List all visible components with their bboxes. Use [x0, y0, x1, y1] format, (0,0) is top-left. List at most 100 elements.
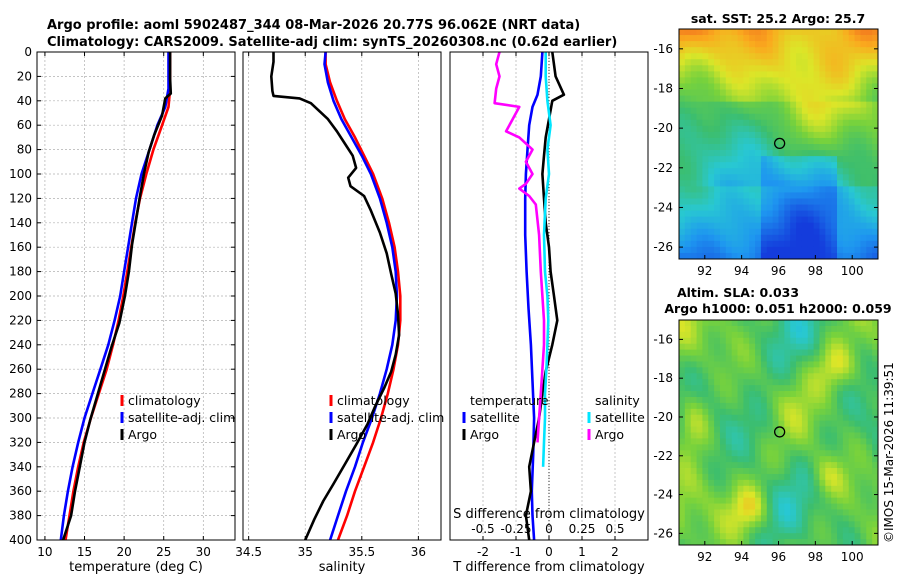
map-cell: [755, 503, 762, 510]
map-cell: [760, 349, 768, 356]
map-cell: [766, 35, 774, 42]
map-cell: [679, 29, 686, 36]
map-cell: [690, 29, 697, 36]
map-cell: [801, 539, 809, 546]
map-cell: [755, 444, 762, 451]
map-cell: [772, 491, 779, 499]
map-cell: [790, 77, 797, 84]
map-cell: [690, 444, 697, 451]
map-cell: [690, 59, 697, 66]
map-cell: [714, 65, 721, 72]
map-cell: [784, 174, 791, 181]
map-cell: [807, 71, 815, 78]
map-cell: [854, 373, 861, 380]
map-cell: [690, 180, 697, 187]
map-cell: [825, 198, 832, 205]
map-cell: [854, 355, 861, 362]
map-cell: [702, 162, 709, 169]
map-cell: [690, 252, 697, 260]
map-cell: [725, 444, 733, 451]
map-cell: [772, 131, 779, 139]
map-cell: [731, 65, 738, 72]
map-cell: [784, 89, 791, 96]
map-cell: [807, 343, 815, 350]
map-cell: [784, 533, 791, 540]
map-cell: [749, 491, 756, 499]
map-cell: [696, 349, 703, 356]
map-cell: [684, 240, 692, 248]
map-cell: [708, 402, 715, 410]
map-cell: [714, 186, 721, 193]
map-cell: [696, 113, 703, 121]
map-cell: [731, 246, 738, 254]
map-cell: [708, 325, 715, 333]
map-cell: [766, 456, 774, 463]
map-cell: [708, 198, 715, 205]
map-cell: [825, 509, 832, 516]
map-cell: [714, 216, 721, 224]
map-cell: [719, 168, 727, 175]
map-cell: [813, 491, 820, 499]
map-cell: [801, 89, 809, 96]
map-cell: [708, 379, 715, 386]
map-cell: [766, 246, 774, 254]
map-cell: [813, 473, 820, 481]
map-cell: [679, 228, 686, 236]
map-cell: [679, 438, 686, 445]
map-cell: [854, 35, 861, 42]
map-cell: [813, 29, 820, 36]
map-cell: [819, 71, 826, 78]
map-cell: [854, 246, 861, 254]
map-cell: [819, 462, 826, 469]
map-cell: [743, 391, 750, 398]
map-cell: [737, 367, 744, 374]
map-cell: [743, 485, 750, 493]
map-cell: [755, 210, 762, 218]
map-cell: [837, 41, 844, 48]
map-cell: [813, 503, 820, 510]
map-cell: [679, 408, 686, 416]
map-cell: [866, 222, 873, 230]
map-cell: [842, 331, 850, 339]
map-cell: [743, 119, 750, 127]
map-cell: [760, 450, 768, 457]
map-cell: [696, 240, 703, 248]
map-cell: [690, 456, 697, 463]
map-cell: [842, 533, 850, 540]
map-cell: [690, 385, 697, 392]
map-cell: [743, 521, 750, 528]
map-cell: [796, 174, 803, 181]
map-cell: [772, 325, 779, 333]
map-cell: [860, 119, 867, 127]
sst-map-title: sat. SST: 25.2 Argo: 25.7: [691, 11, 865, 26]
map-cell: [755, 125, 762, 133]
map-cell: [842, 432, 850, 439]
map-cell: [796, 137, 803, 145]
map-cell: [784, 456, 791, 463]
y-tick-label: 360: [9, 484, 32, 498]
map-cell: [778, 222, 785, 230]
map-cell: [684, 414, 692, 422]
map-cell: [796, 119, 803, 127]
map-cell: [790, 485, 797, 493]
map-cell: [796, 35, 803, 42]
figure-title-line2: Climatology: CARS2009. Satellite-adj cli…: [47, 35, 617, 50]
map-cell: [860, 192, 867, 199]
map-cell: [813, 252, 820, 260]
map-cell: [848, 325, 855, 333]
y-tick-label: 20: [17, 69, 32, 83]
map-cell: [860, 367, 867, 374]
map-cell: [866, 77, 873, 84]
map-cell: [837, 95, 844, 103]
map-cell: [719, 396, 727, 404]
map-cell: [749, 367, 756, 374]
map-cell: [679, 198, 686, 205]
map-cell: [719, 216, 727, 224]
map-cell: [772, 234, 779, 242]
map-cell: [719, 420, 727, 427]
map-cell: [854, 77, 861, 84]
map-cell: [842, 204, 850, 211]
map-cell: [848, 432, 855, 439]
y-tick-label: 300: [9, 411, 32, 425]
map-cell: [784, 337, 791, 345]
